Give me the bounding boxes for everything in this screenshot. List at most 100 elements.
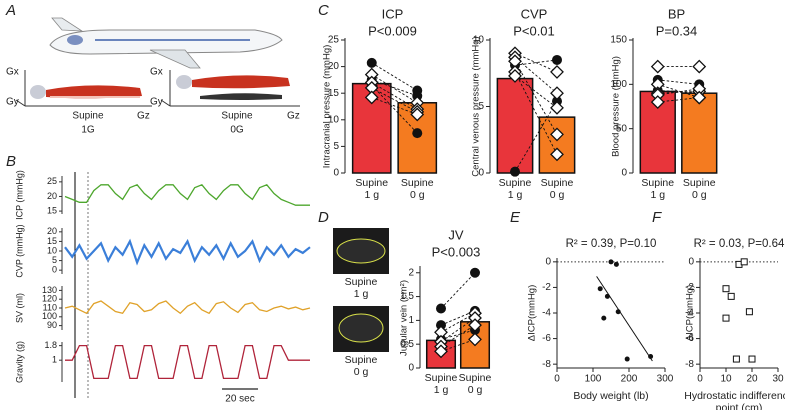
x-tick-label: Supine 1 g — [498, 177, 532, 201]
subject-marker — [550, 147, 564, 162]
subject-link — [371, 79, 418, 97]
condition-label: 1G — [81, 125, 95, 136]
y-tick-label: 0 — [478, 168, 484, 179]
y-axis-label: CVP (mmHg) — [14, 224, 24, 277]
subject-marker — [410, 107, 425, 122]
y-tick-label: 5 — [478, 101, 484, 112]
y-tick-label: 20 — [47, 191, 57, 201]
subject-link — [440, 317, 476, 343]
point — [613, 261, 619, 267]
y-tick-label: 100 — [42, 311, 57, 321]
y-tick-label: 0 — [621, 168, 627, 179]
trace — [64, 238, 311, 266]
subject-link — [514, 52, 558, 73]
x-tick-label: 20 — [746, 374, 758, 385]
subject-link — [657, 90, 700, 94]
subject-link — [371, 87, 418, 113]
y-tick-label: 50 — [616, 123, 628, 134]
chart-title: R² = 0.39, P=0.10 — [566, 238, 657, 250]
x-axis-label: Body weight (lb) — [573, 390, 649, 402]
y-tick-label: -2 — [685, 282, 694, 293]
scale-bar-label: 20 sec — [225, 394, 254, 405]
y-axis-label: SV (ml) — [14, 293, 24, 323]
fit-line — [596, 276, 653, 362]
y-axis-label: Jugular vein (cm²) — [399, 280, 410, 356]
subject-marker — [364, 90, 379, 105]
image-label-box: Supine 1 g — [345, 276, 378, 300]
y-axis-label: Blood pressure (mmHg) — [611, 56, 622, 157]
y-tick-label: 10 — [473, 35, 485, 46]
panel-label: D — [318, 209, 329, 226]
y-tick-label: 2 — [408, 267, 414, 278]
y-axis-label: Intracranial pressure (mmHg) — [322, 45, 333, 169]
chart-title: BP — [668, 6, 685, 21]
chart-subtitle: P<0.01 — [513, 23, 555, 38]
subject-link — [657, 83, 700, 99]
y-tick-label: 0 — [688, 256, 694, 267]
x-tick-label: Supine 0 g — [540, 177, 574, 201]
subject-link — [657, 90, 700, 93]
x-tick-label-box: Supine 1 g — [498, 177, 532, 201]
x-axis-label-box: Body weight (lb) — [573, 390, 649, 402]
trace — [64, 300, 311, 315]
trace — [64, 184, 310, 206]
point — [722, 285, 730, 293]
x-tick-label: Supine 0 g — [682, 177, 716, 201]
subject-marker — [434, 344, 448, 359]
subject-link — [440, 339, 476, 352]
subject-marker — [550, 100, 564, 115]
subject-link — [657, 88, 700, 96]
point — [748, 355, 756, 363]
subject-marker — [470, 267, 480, 278]
y-tick-label: 10 — [47, 245, 57, 255]
condition-label: 0G — [230, 125, 244, 136]
x-axis-label: Hydrostatic indifference point (cm) — [684, 390, 785, 410]
y-tick-label: 0 — [408, 363, 414, 374]
y-tick-label: 1 — [408, 315, 414, 326]
y-tick-label: 15 — [328, 88, 340, 99]
chart-title: CVP — [521, 6, 548, 21]
point — [597, 286, 603, 292]
body-illustration — [15, 70, 300, 107]
condition-label: Supine — [72, 111, 104, 122]
x-tick-label: 0 — [554, 374, 560, 385]
subject-marker — [692, 90, 707, 105]
condition-label: Supine — [221, 111, 253, 122]
y-tick-label: -4 — [685, 308, 694, 319]
y-tick-label: -4 — [542, 308, 551, 319]
x-tick-label: 30 — [772, 374, 784, 385]
y-tick-label: 20 — [328, 61, 340, 72]
point — [615, 309, 621, 315]
axis-label: Gz — [287, 111, 300, 122]
subject-link — [657, 79, 700, 85]
axis-label: Gy — [150, 97, 163, 108]
panel-label: E — [510, 209, 521, 226]
panel-label: F — [652, 209, 662, 226]
subject-marker — [412, 128, 423, 139]
y-tick-label: 100 — [610, 79, 627, 90]
y-axis-label: Central venous pressure (mmHg) — [471, 36, 482, 176]
subject-link — [514, 100, 558, 172]
chart-title: R² = 0.03, P=0.64 — [694, 238, 785, 250]
point — [648, 353, 654, 359]
subject-marker — [650, 95, 665, 109]
subject-marker — [510, 166, 520, 177]
subject-marker — [650, 59, 665, 74]
airplane — [49, 17, 283, 69]
x-tick-label-box: Supine 1 g — [641, 177, 675, 201]
y-tick-label: 5 — [333, 141, 339, 152]
image-label-box: Supine 0 g — [345, 354, 378, 378]
x-tick-label-box: Supine 0 g — [459, 372, 492, 396]
bar — [538, 116, 576, 174]
x-tick-label: 10 — [720, 374, 732, 385]
x-tick-label: Supine 1 g — [641, 177, 675, 201]
panel-label: C — [318, 2, 329, 19]
x-tick-label: Supine 0 g — [400, 177, 434, 201]
y-tick-label: 25 — [47, 176, 57, 186]
x-tick-label-box: Supine 0 g — [540, 177, 574, 201]
y-tick-label: 1.8 — [44, 340, 57, 350]
subject-link — [514, 71, 558, 155]
subject-link — [440, 272, 476, 309]
